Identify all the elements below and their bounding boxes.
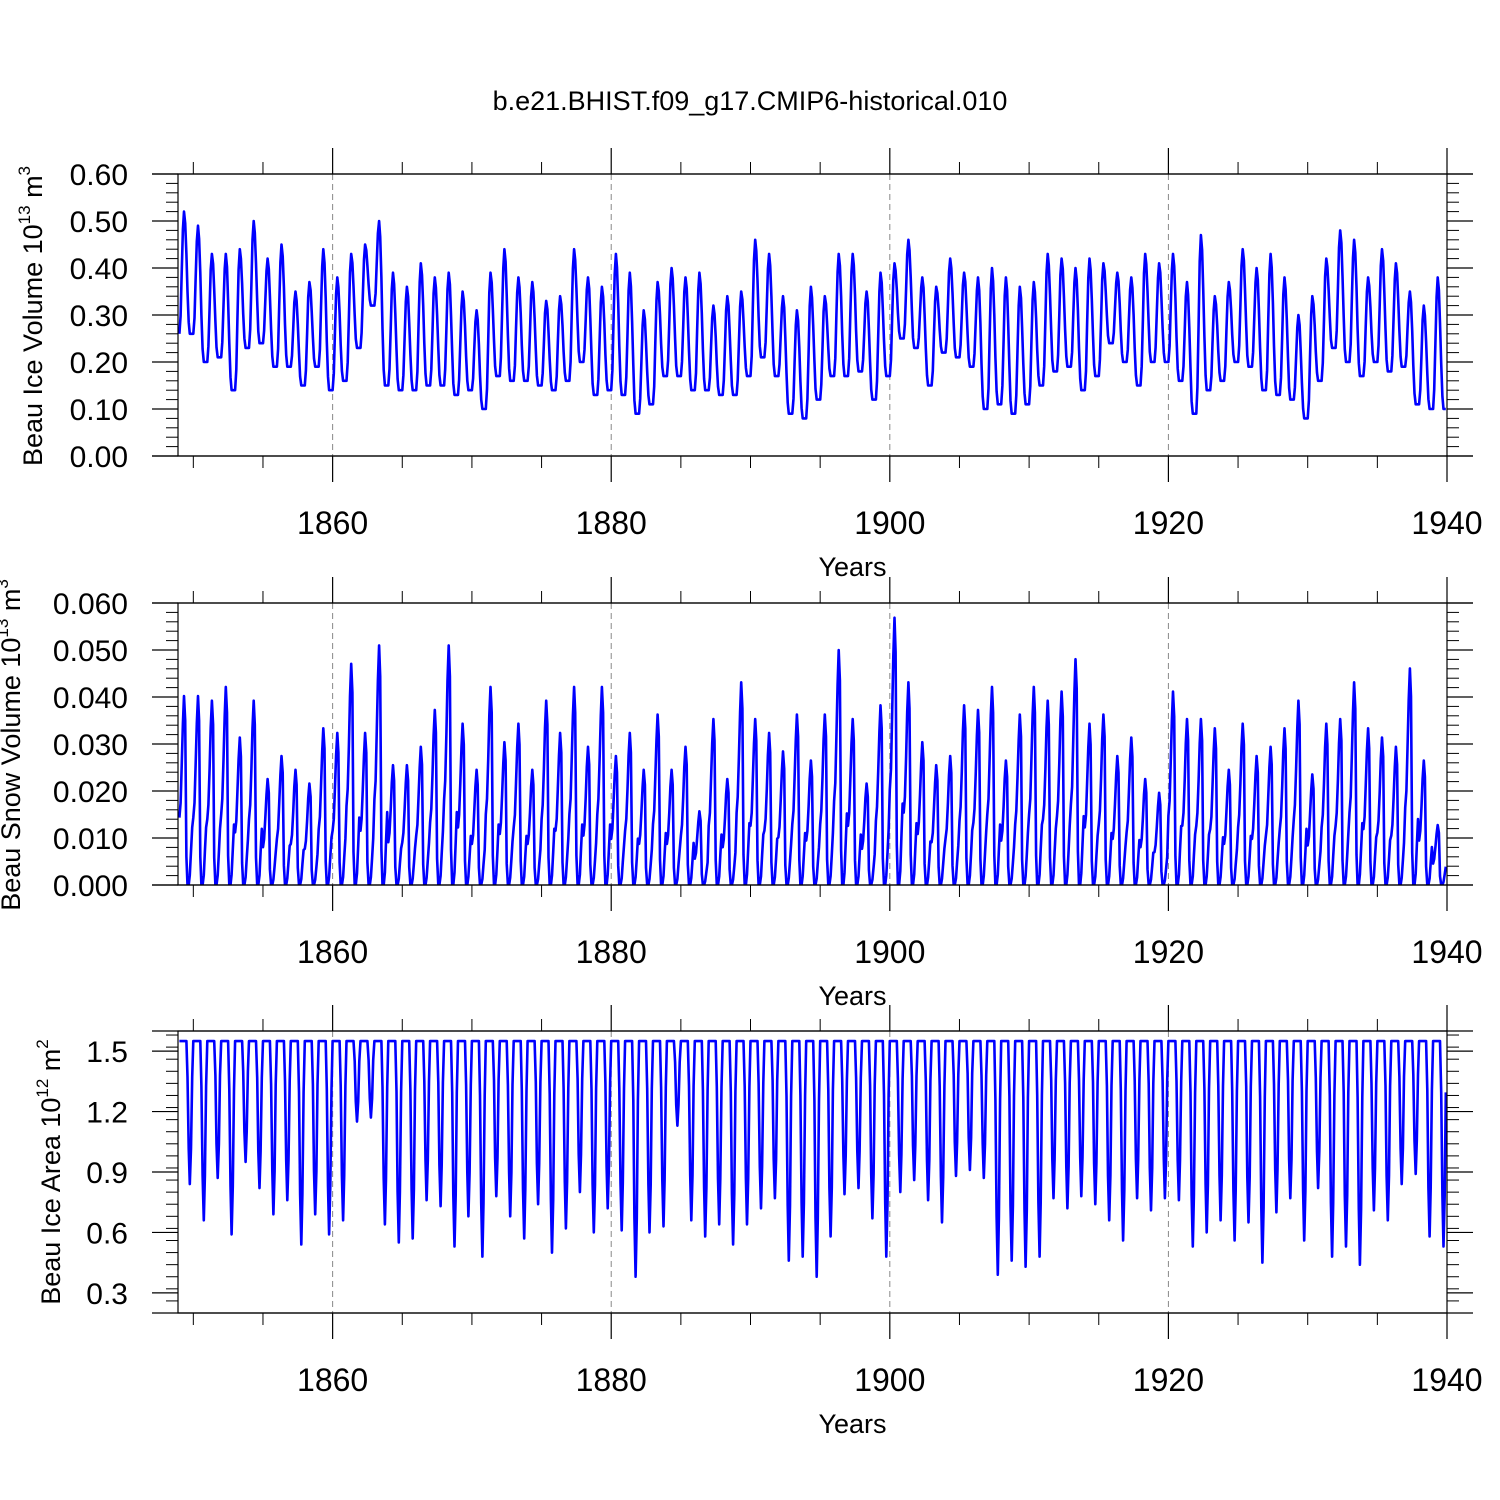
y-tick-label: 1.5 <box>86 1036 128 1069</box>
x-tick-label: 1860 <box>297 934 368 970</box>
x-tick-label: 1920 <box>1133 934 1204 970</box>
x-tick-label: 1940 <box>1411 505 1482 541</box>
y-axis-title: Beau Ice Volume 1013 m3 <box>15 166 48 466</box>
series-line <box>178 616 1447 885</box>
x-tick-label: 1860 <box>297 1362 368 1398</box>
y-tick-label: 0.6 <box>86 1217 128 1250</box>
x-tick-label: 1880 <box>576 505 647 541</box>
x-tick-label: 1900 <box>854 505 925 541</box>
y-tick-label: 0.60 <box>70 159 128 192</box>
panel-ice-area: 0.3 0.6 0.9 1.2 1.5 1860 1880 1900 1920 1940 Years… <box>33 1005 1483 1439</box>
x-axis-title: Years <box>818 1409 886 1439</box>
y-tick-label: 0.10 <box>70 394 128 427</box>
panel-snow-volume: 0.000 0.010 0.020 0.030 0.040 0.050 0.060 1860 1… <box>0 577 1483 1011</box>
y-tick-label: 0.000 <box>53 870 128 903</box>
y-tick-label: 0.010 <box>53 823 128 856</box>
x-tick-label: 1900 <box>854 934 925 970</box>
x-axis-title: Years <box>818 981 886 1011</box>
x-tick-label: 1940 <box>1411 934 1482 970</box>
y-tick-label: 0.00 <box>70 441 128 474</box>
y-axis-title: Beau Snow Volume 1013 m3 <box>0 579 26 911</box>
y-tick-label: 0.060 <box>53 588 128 621</box>
y-tick-label: 0.040 <box>53 682 128 715</box>
y-tick-label: 0.30 <box>70 300 128 333</box>
panels: 0.00 0.10 0.20 0.30 0.40 0.50 0.60 1860 1880 1900… <box>0 148 1483 1439</box>
y-tick-label: 0.9 <box>86 1157 128 1190</box>
y-tick-label: 1.2 <box>86 1097 128 1130</box>
x-tick-label: 1920 <box>1133 505 1204 541</box>
y-tick-label: 0.050 <box>53 635 128 668</box>
x-tick-label: 1900 <box>854 1362 925 1398</box>
x-axis-title: Years <box>818 552 886 582</box>
y-tick-label: 0.020 <box>53 776 128 809</box>
y-axis-title: Beau Ice Area 1012 m2 <box>33 1039 66 1305</box>
series-line <box>178 210 1446 420</box>
x-tick-label: 1860 <box>297 505 368 541</box>
series-line <box>179 1039 1447 1278</box>
y-tick-label: 0.50 <box>70 206 128 239</box>
y-tick-label: 0.20 <box>70 347 128 380</box>
y-tick-label: 0.030 <box>53 729 128 762</box>
figure-title: b.e21.BHIST.f09_g17.CMIP6-historical.010 <box>493 86 1008 116</box>
panel-ice-volume: 0.00 0.10 0.20 0.30 0.40 0.50 0.60 1860 1880 1900… <box>15 148 1483 582</box>
x-tick-label: 1880 <box>576 934 647 970</box>
y-tick-label: 0.40 <box>70 253 128 286</box>
x-tick-label: 1880 <box>576 1362 647 1398</box>
x-tick-label: 1920 <box>1133 1362 1204 1398</box>
y-tick-label: 0.3 <box>86 1278 128 1311</box>
x-tick-label: 1940 <box>1411 1362 1482 1398</box>
